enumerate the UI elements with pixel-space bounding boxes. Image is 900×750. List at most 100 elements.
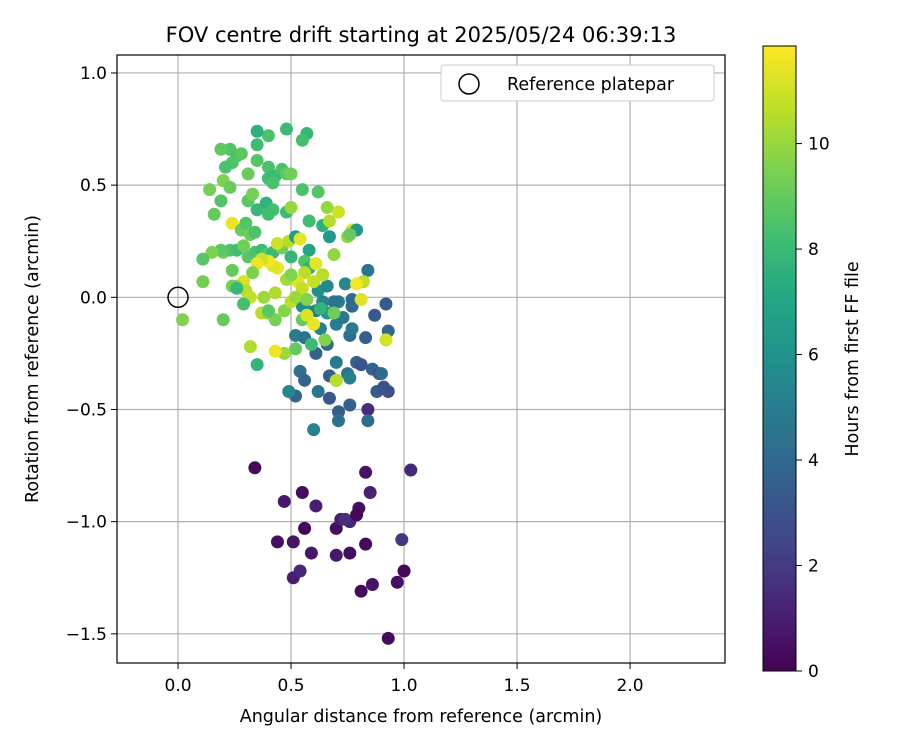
scatter-point <box>322 391 336 405</box>
scatter-point <box>289 290 303 304</box>
scatter-point <box>284 268 298 282</box>
y-tick-label: 0.5 <box>80 176 107 196</box>
scatter-point <box>237 239 251 253</box>
scatter-point <box>329 373 343 387</box>
scatter-point <box>329 548 343 562</box>
chart-title: FOV centre drift starting at 2025/05/24 … <box>166 23 677 47</box>
scatter-point <box>250 358 264 372</box>
scatter-point <box>277 494 291 508</box>
colorbar-tick-label: 0 <box>808 662 819 682</box>
scatter-point <box>361 414 375 428</box>
colorbar-tick-label: 8 <box>808 240 819 260</box>
scatter-point <box>293 564 307 578</box>
y-axis-label: Rotation from reference (arcmin) <box>23 215 43 503</box>
scatter-point <box>218 160 232 174</box>
x-tick-label: 2.0 <box>617 676 644 696</box>
scatter-point <box>250 153 264 167</box>
scatter-point <box>289 342 303 356</box>
scatter-point <box>350 508 364 522</box>
scatter-point <box>243 340 257 354</box>
scatter-point <box>363 485 377 499</box>
data-points <box>176 122 418 645</box>
scatter-point <box>295 281 309 295</box>
x-tick-label: 1.5 <box>504 676 531 696</box>
scatter-point <box>298 521 312 535</box>
scatter-point <box>374 367 388 381</box>
scatter-point <box>196 252 210 266</box>
plot-frame <box>116 54 726 664</box>
scatter-point <box>250 124 264 138</box>
scatter-point <box>304 546 318 560</box>
scatter-point <box>327 306 341 320</box>
legend-marker-icon <box>458 73 480 95</box>
scatter-point <box>295 485 309 499</box>
scatter-point <box>295 133 309 147</box>
scatter-point <box>257 290 271 304</box>
scatter-point <box>322 230 336 244</box>
y-axis-ticks: 1.0 0.5 0.0 −0.5 −1.0 −1.5 <box>66 64 117 645</box>
scatter-point <box>345 322 359 336</box>
scatter-point <box>343 398 357 412</box>
scatter-point <box>307 423 321 437</box>
colorbar-tick-label: 2 <box>808 557 819 577</box>
scatter-point <box>327 295 341 309</box>
scatter-point <box>338 277 352 291</box>
scatter-point <box>277 304 291 318</box>
scatter-point <box>298 373 312 387</box>
scatter-point <box>381 631 395 645</box>
scatter-point <box>261 129 275 143</box>
scatter-point <box>329 355 343 369</box>
scatter-point <box>359 537 373 551</box>
scatter-point <box>316 268 330 282</box>
grid-lines <box>117 55 725 663</box>
scatter-point <box>261 207 275 221</box>
scatter-point <box>322 214 336 228</box>
scatter-point <box>318 333 332 347</box>
scatter-point <box>304 337 318 351</box>
scatter-point <box>241 167 255 181</box>
scatter-point <box>309 499 323 513</box>
scatter-point <box>311 385 325 399</box>
scatter-point <box>176 313 190 327</box>
colorbar-ticks: 0 2 4 6 8 10 <box>796 135 830 682</box>
reference-platepar-marker <box>167 286 189 309</box>
scatter-point <box>327 248 341 262</box>
scatter-point <box>300 293 314 307</box>
scatter-point <box>282 385 296 399</box>
scatter-point <box>300 308 314 322</box>
scatter-point <box>361 402 375 416</box>
scatter-point <box>266 176 280 190</box>
x-axis-ticks: 0.0 0.5 1.0 1.5 2.0 <box>165 663 644 696</box>
scatter-point <box>284 167 298 181</box>
scatter-point <box>246 187 260 201</box>
colorbar-tick-label: 6 <box>808 346 819 366</box>
scatter-point <box>307 275 321 289</box>
scatter-point <box>343 546 357 560</box>
scatter-point <box>332 414 346 428</box>
scatter-point <box>196 275 210 289</box>
scatter-point <box>214 194 228 208</box>
scatter-point <box>359 465 373 479</box>
scatter-point <box>307 317 321 331</box>
scatter-point <box>343 227 357 241</box>
scatter-point <box>390 575 404 589</box>
scatter-point <box>298 266 312 280</box>
scatter-point <box>268 344 282 358</box>
scatter-point <box>302 214 316 228</box>
colorbar: 0 2 4 6 8 10 Hours from first FF file <box>762 45 863 682</box>
scatter-point <box>225 216 239 230</box>
scatter-point <box>365 577 379 591</box>
legend: Reference platepar <box>440 64 715 102</box>
scatter-point <box>246 266 260 280</box>
scatter-point <box>338 512 352 526</box>
scatter-point <box>320 201 334 215</box>
scatter-point <box>205 245 219 259</box>
scatter-point <box>368 308 382 322</box>
scatter-point <box>295 183 309 197</box>
y-tick-label: 0.0 <box>80 288 107 308</box>
y-tick-label: −1.5 <box>66 625 107 645</box>
scatter-point <box>216 313 230 327</box>
scatter-point <box>203 183 217 197</box>
scatter-point <box>320 279 334 293</box>
scatter-point <box>359 331 373 345</box>
